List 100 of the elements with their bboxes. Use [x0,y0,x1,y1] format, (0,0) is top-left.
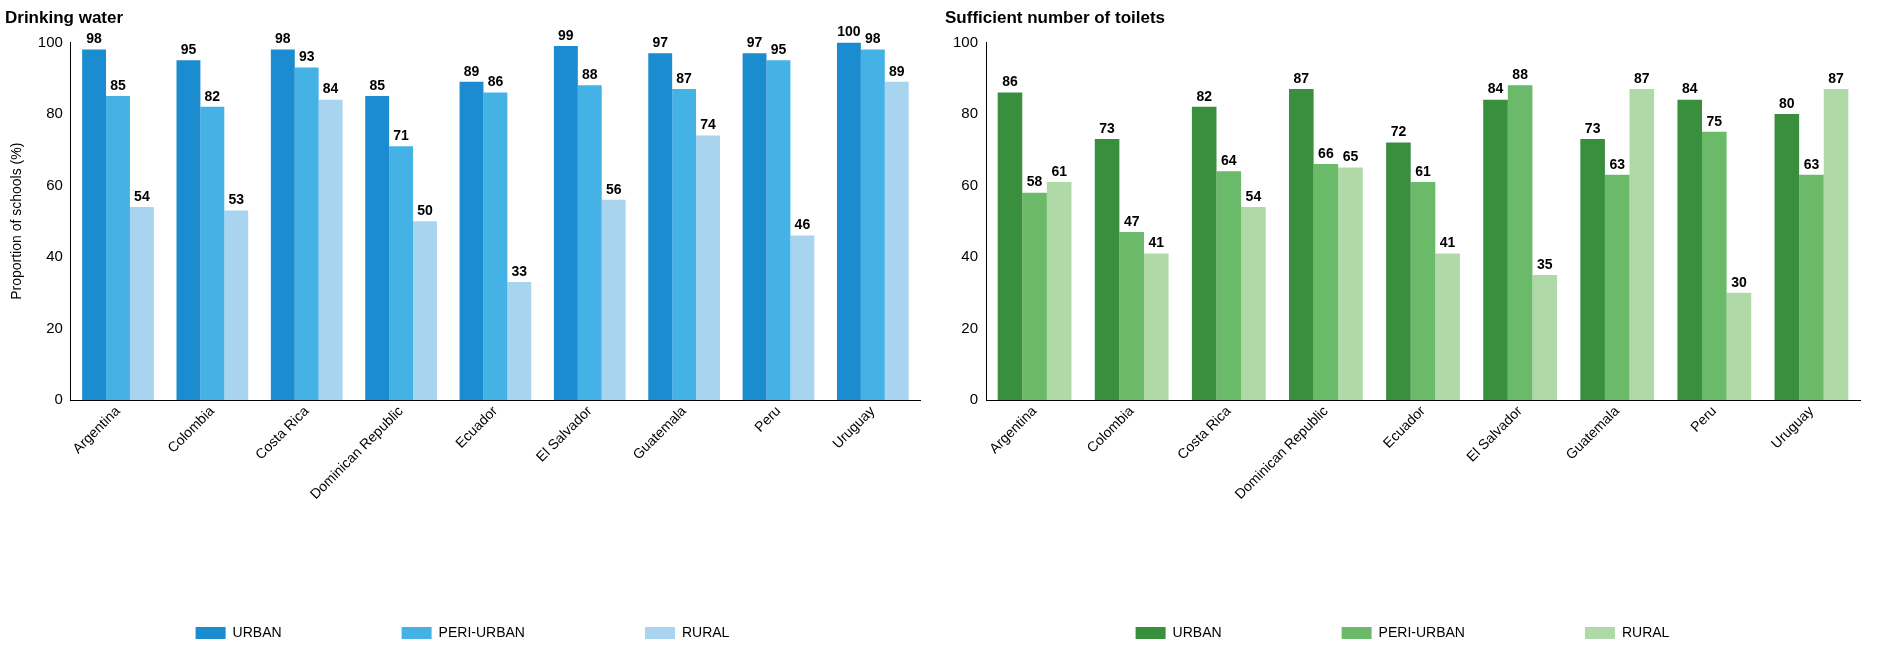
data-label: 61 [1051,162,1068,179]
y-tick-label: 40 [46,247,63,265]
data-label: 66 [1318,144,1334,161]
data-label: 64 [1221,152,1237,169]
bar [742,53,767,401]
data-label: 82 [1196,87,1213,104]
data-label: 46 [794,216,811,233]
legend-label: PERI-URBAN [438,623,525,640]
data-label: 86 [487,73,504,90]
data-label: 97 [652,33,669,50]
chart-title: Sufficient number of toilets [945,7,1166,27]
bar [1532,274,1558,401]
bar [294,67,319,401]
bar [1338,167,1363,401]
legend-label: URBAN [232,623,282,640]
bar [1191,106,1217,401]
chart-title: Drinking water [5,7,124,27]
data-label: 84 [322,80,339,97]
bar [1435,253,1460,401]
bar [790,235,815,401]
bar [1022,192,1047,401]
bar [82,49,107,401]
bar [997,92,1023,401]
bar [1241,206,1266,401]
data-label: 87 [1634,69,1650,86]
bar [1702,131,1727,401]
data-label: 58 [1026,173,1043,190]
data-label: 72 [1390,123,1407,140]
bar [836,42,861,401]
bar [129,206,154,401]
y-tick-label: 60 [961,175,979,193]
bar [1726,292,1752,401]
data-label: 88 [581,66,598,83]
data-label: 75 [1706,112,1723,129]
data-label: 33 [511,262,528,279]
data-label: 87 [1828,69,1845,86]
data-label: 85 [369,76,386,93]
data-label: 98 [275,30,291,47]
bar [1216,171,1242,401]
data-label: 84 [1487,80,1504,97]
data-label: 61 [1415,162,1432,179]
bar [1046,181,1072,401]
bar [270,49,295,401]
data-label: 100 [837,23,861,40]
bar [648,53,673,401]
data-label: 73 [1584,119,1601,136]
y-tick-label: 0 [969,390,979,408]
y-tick-label: 60 [46,175,63,193]
data-label: 89 [463,62,480,79]
bar [365,96,390,401]
data-label: 54 [134,187,150,204]
data-label: 63 [1609,155,1626,172]
bar [1094,138,1120,401]
bar [176,60,201,401]
data-label: 80 [1779,94,1795,111]
bar [1507,85,1533,401]
bar [1386,142,1411,401]
bar [106,96,130,401]
data-label: 50 [417,202,433,219]
legend-label: URBAN [1172,623,1222,640]
bar [483,92,508,401]
data-label: 89 [888,62,905,79]
bar [507,282,532,401]
y-tick-label: 40 [961,247,979,265]
data-label: 63 [1803,155,1820,172]
legend-label: RURAL [681,623,730,640]
data-label: 54 [1245,187,1262,204]
data-label: 88 [1512,66,1529,83]
bar [1313,164,1339,401]
bar [1823,88,1849,401]
bar [1289,88,1314,401]
bar [1143,253,1169,401]
bar [1604,174,1630,401]
data-label: 95 [770,41,787,58]
y-tick-label: 20 [961,318,979,336]
bar [1799,174,1824,401]
data-label: 71 [393,126,410,143]
y-tick-label: 80 [961,104,979,122]
data-label: 35 [1536,255,1553,272]
data-label: 86 [1002,73,1018,90]
data-label: 47 [1123,212,1140,229]
bar [884,81,909,401]
data-label: 82 [204,87,221,104]
y-axis-title: Proportion of schools (%) [8,142,25,300]
bar [200,106,225,401]
bar [1410,181,1436,401]
bar [1629,88,1655,401]
data-label: 74 [700,116,717,133]
data-label: 30 [1731,273,1747,290]
legend-label: PERI-URBAN [1378,623,1465,640]
data-label: 41 [1439,234,1456,251]
bar [1119,231,1144,401]
bar [577,85,602,401]
bar [860,49,885,401]
y-tick-label: 80 [46,104,63,122]
data-label: 95 [180,41,197,58]
bar [672,88,697,401]
data-label: 73 [1099,119,1116,136]
data-label: 56 [605,180,622,197]
legend-label: RURAL [1621,623,1670,640]
